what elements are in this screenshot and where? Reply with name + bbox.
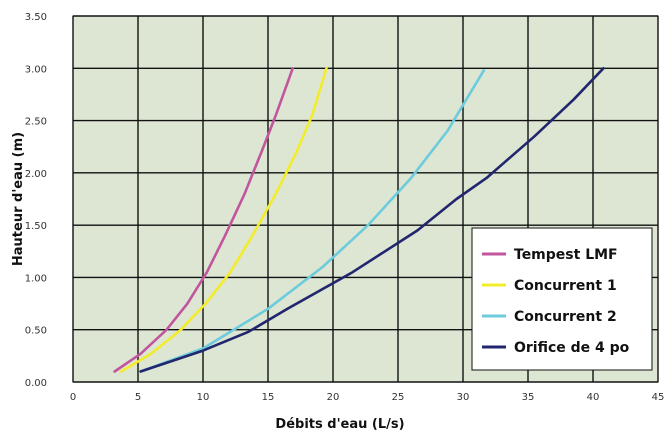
- legend-label-2: Concurrent 2: [514, 309, 617, 325]
- y-tick-label-3: 1.50: [25, 221, 47, 232]
- y-tick-label-6: 3.00: [25, 64, 47, 75]
- x-tick-label-6: 30: [457, 392, 470, 403]
- x-axis-title: Débits d'eau (L/s): [275, 417, 404, 432]
- legend-label-3: Orifice de 4 po: [514, 340, 630, 356]
- x-tick-label-9: 45: [652, 392, 664, 403]
- series-line-2: [139, 69, 486, 373]
- x-tick-label-1: 5: [135, 392, 141, 403]
- y-tick-label-4: 2.00: [25, 169, 47, 180]
- x-tick-label-3: 15: [262, 392, 275, 403]
- x-tick-label-2: 10: [197, 392, 210, 403]
- x-tick-label-0: 0: [70, 392, 76, 403]
- y-tick-labels: 0.00 0.50 1.00 1.50 2.00 2.50 3.00 3.50: [25, 12, 47, 389]
- series-line-1: [119, 67, 328, 373]
- x-tick-label-5: 25: [392, 392, 405, 403]
- x-tick-label-7: 35: [522, 392, 535, 403]
- series-layer: [113, 67, 605, 373]
- y-tick-label-2: 1.00: [25, 273, 47, 284]
- legend-label-1: Concurrent 1: [514, 278, 617, 294]
- x-tick-labels: 0 5 10 15 20 25 30 35 40 45: [70, 392, 664, 403]
- y-axis-title: Hauteur d'eau (m): [11, 132, 26, 266]
- x-tick-label-8: 40: [587, 392, 600, 403]
- y-tick-label-7: 3.50: [25, 12, 47, 23]
- y-tick-label-1: 0.50: [25, 326, 47, 337]
- legend: Tempest LMF Concurrent 1 Concurrent 2 Orifi…: [482, 247, 630, 356]
- x-tick-label-4: 20: [327, 392, 340, 403]
- legend-label-0: Tempest LMF: [514, 247, 618, 263]
- series-line-3: [139, 67, 605, 373]
- y-tick-label-5: 2.50: [25, 117, 47, 128]
- plot-frame: [72, 15, 659, 383]
- y-tick-label-0: 0.00: [25, 378, 47, 389]
- series-line-0: [113, 67, 295, 373]
